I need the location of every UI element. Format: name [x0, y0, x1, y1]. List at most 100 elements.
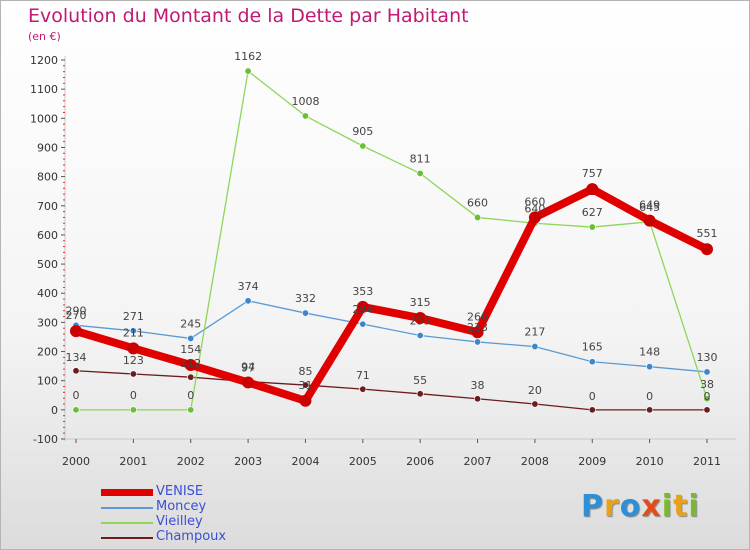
legend-label-champoux: Champoux — [156, 529, 227, 544]
data-point-vieilley — [72, 406, 80, 414]
data-point-moncey — [588, 358, 596, 366]
data-label-champoux: 71 — [356, 369, 370, 382]
brand-logo: Proxiti — [581, 489, 700, 524]
data-label-moncey: 217 — [524, 326, 545, 339]
data-label-moncey: 332 — [295, 292, 316, 305]
chart-title: Evolution du Montant de la Dette par Hab… — [28, 5, 469, 27]
y-tick-label: 600 — [37, 229, 58, 242]
data-label-venise: 353 — [352, 285, 373, 298]
y-tick-label: 1100 — [30, 83, 58, 96]
brand-letter: r — [604, 489, 620, 524]
data-point-venise — [643, 214, 656, 227]
legend-swatch-venise — [101, 489, 153, 496]
data-label-venise: 315 — [410, 296, 431, 309]
x-tick-label: 2010 — [636, 455, 664, 468]
data-label-moncey: 290 — [66, 304, 87, 317]
y-tick-label: 900 — [37, 141, 58, 154]
data-label-venise: 551 — [697, 227, 718, 240]
data-point-moncey — [474, 338, 482, 346]
data-point-vieilley — [474, 213, 482, 221]
data-label-champoux: 85 — [298, 365, 312, 378]
data-point-moncey — [416, 332, 424, 340]
data-point-champoux — [301, 381, 309, 389]
data-point-champoux — [588, 406, 596, 414]
brand-letter: i — [661, 489, 674, 524]
data-label-champoux: 0 — [646, 390, 653, 403]
data-label-moncey: 130 — [697, 351, 718, 364]
y-tick-label: 1200 — [30, 54, 58, 67]
data-point-venise — [127, 342, 140, 355]
x-tick-label: 2011 — [693, 455, 721, 468]
data-point-moncey — [244, 297, 252, 305]
data-point-moncey — [129, 327, 137, 335]
data-point-venise — [184, 358, 197, 371]
data-label-venise: 211 — [123, 326, 144, 339]
y-tick-label: -100 — [33, 433, 58, 446]
data-point-vieilley — [244, 67, 252, 75]
x-tick-label: 2005 — [349, 455, 377, 468]
data-label-vieilley: 811 — [410, 152, 431, 165]
x-tick-label: 2002 — [177, 455, 205, 468]
x-tick-label: 2009 — [578, 455, 606, 468]
y-tick-label: 200 — [37, 346, 58, 359]
data-label-venise: 649 — [639, 199, 660, 212]
legend-swatch-champoux — [101, 537, 153, 539]
data-point-champoux — [703, 406, 711, 414]
data-label-moncey: 245 — [180, 317, 201, 330]
data-label-vieilley: 1008 — [291, 95, 319, 108]
y-tick-label: 400 — [37, 287, 58, 300]
legend-swatch-vieilley — [101, 522, 153, 524]
data-label-venise: 757 — [582, 167, 603, 180]
x-tick-label: 2004 — [291, 455, 319, 468]
data-label-champoux: 0 — [704, 390, 711, 403]
data-label-champoux: 38 — [471, 379, 485, 392]
data-label-vieilley: 38 — [700, 378, 714, 391]
data-label-venise: 94 — [241, 360, 255, 373]
data-point-moncey — [359, 320, 367, 328]
data-point-champoux — [646, 406, 654, 414]
data-point-moncey — [646, 363, 654, 371]
data-point-vieilley — [703, 395, 711, 403]
data-label-vieilley: 645 — [639, 201, 660, 214]
data-label-moncey: 233 — [467, 321, 488, 334]
series-line-venise — [72, 185, 711, 405]
brand-letter: P — [581, 489, 604, 524]
legend-label-venise: VENISE — [156, 484, 204, 499]
data-label-champoux: 134 — [66, 351, 87, 364]
data-label-vieilley: 627 — [582, 206, 603, 219]
y-tick-label: 800 — [37, 171, 58, 184]
data-label-vieilley: 905 — [352, 125, 373, 138]
data-label-vieilley: 0 — [130, 389, 137, 402]
data-label-vieilley: 1162 — [234, 50, 262, 63]
x-tick-label: 2006 — [406, 455, 434, 468]
brand-letter: i — [688, 489, 700, 524]
brand-letter: t — [673, 489, 689, 524]
data-point-venise — [586, 183, 599, 196]
series-line-moncey — [75, 300, 708, 373]
data-point-champoux — [72, 367, 80, 375]
data-point-moncey — [187, 334, 195, 342]
data-label-venise: 660 — [524, 195, 545, 208]
data-point-champoux — [359, 385, 367, 393]
y-tick-label: 700 — [37, 200, 58, 213]
series-line-champoux — [75, 370, 708, 411]
brand-letter: o — [619, 489, 642, 524]
data-point-vieilley — [187, 406, 195, 414]
data-point-venise — [242, 376, 255, 389]
data-label-moncey: 294 — [352, 303, 373, 316]
legend-label-moncey: Moncey — [156, 499, 207, 514]
data-point-vieilley — [129, 406, 137, 414]
data-point-champoux — [474, 395, 482, 403]
brand-letter: x — [641, 489, 662, 524]
series-line-vieilley — [75, 70, 708, 411]
data-point-vieilley — [359, 142, 367, 150]
data-point-champoux — [187, 373, 195, 381]
data-label-champoux: 97 — [241, 362, 255, 375]
data-point-champoux — [531, 400, 539, 408]
data-label-moncey: 271 — [123, 310, 144, 323]
data-label-vieilley: 640 — [524, 202, 545, 215]
y-tick-label: 0 — [51, 404, 58, 417]
data-point-moncey — [703, 368, 711, 376]
